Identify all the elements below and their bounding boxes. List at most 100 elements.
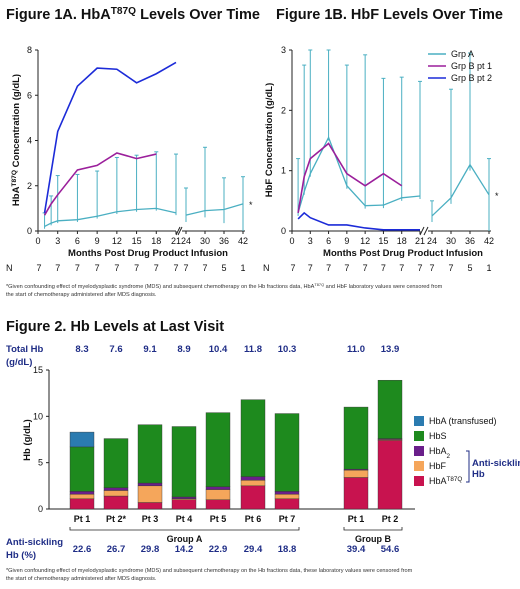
anti-sickling-unit: Hb (%): [6, 550, 36, 561]
figure-2-total-hb-value: 9.1: [143, 344, 157, 355]
figure-1b-n-value: 1: [486, 263, 491, 273]
figure-2-bar-segment: [205, 486, 231, 490]
figure-2-bar-segment: [69, 446, 95, 492]
figure-1a-n-value: 7: [95, 263, 100, 273]
figure-2-legend-bracket: [466, 450, 470, 483]
figure-1b-y-tick-label: 3: [281, 45, 286, 55]
figure-1b-y-axis-label: HbF Concentration (g/dL): [264, 83, 275, 198]
figure-2-legend-swatch: [414, 431, 424, 441]
figure-2-bar-segment: [171, 496, 197, 500]
figure-2-bar-segment: [137, 502, 163, 510]
figure-2-anti-sickling-value: 39.4: [347, 544, 366, 555]
figure-2-bar-segment: [171, 426, 197, 498]
figure-2-category-label: Pt 2: [382, 514, 399, 524]
figure-1a-n-value: 7: [154, 263, 159, 273]
figure-2-bar-segment: [240, 480, 266, 487]
figure-1a-y-tick-label: 2: [27, 181, 32, 191]
figure-1b-x-tick-label: 3: [308, 236, 313, 246]
figure-1a-y-tick-label: 0: [27, 226, 32, 236]
footnote-bottom-line-2: the start of chemotherapy administered a…: [6, 576, 157, 582]
figure-1a-n-value: 7: [183, 263, 188, 273]
figure-2-bar-segment: [343, 406, 369, 470]
figure-1a-n-value: 7: [75, 263, 80, 273]
figure-1b-n-value: 7: [363, 263, 368, 273]
figure-1a-x-tick-label: 30: [200, 236, 210, 246]
figure-2-category-label: Pt 7: [279, 514, 296, 524]
figure-1a-x-axis-label: Months Post Drug Product Infusion: [68, 248, 228, 259]
figure-1b-n-value: 7: [448, 263, 453, 273]
figure-1b-x-tick-label: 0: [289, 236, 294, 246]
footnote-top-line-1: *Given confounding effect of myelodyspla…: [6, 282, 443, 291]
figure-1a-y-tick-label: 4: [27, 136, 32, 146]
figure-1b-legend-label: Grp B pt 1: [451, 61, 492, 71]
figure-1a-n-value: 1: [240, 263, 245, 273]
figure-1b-x-tick-label: 42: [484, 236, 494, 246]
figure-1b-x-tick-label: 24: [427, 236, 437, 246]
figure-2-anti-sickling-value: 14.2: [175, 544, 194, 555]
figure-1a-n-label: N: [6, 263, 13, 273]
figure-2-category-label: Pt 1: [348, 514, 365, 524]
figure-2-bar-segment: [137, 424, 163, 484]
figure-1a-n-value: 5: [221, 263, 226, 273]
figure-1b-n-value: 7: [326, 263, 331, 273]
figure-1a-x-tick-label: 18: [151, 236, 161, 246]
figure-1a-x-tick-label: 15: [132, 236, 142, 246]
figure-1b-axis-break: [423, 226, 429, 236]
figure-2-legend-label: HbAT87Q: [429, 476, 462, 487]
figure-1a-title: Figure 1A. HbAT87Q Levels Over Time: [6, 6, 260, 24]
figure-2-group-label: Group B: [355, 534, 391, 544]
figure-2-bar-segment: [205, 412, 231, 487]
figure-1a-y-axis-label: HbAT87Q Concentration (g/dL): [11, 74, 23, 206]
figure-1b-n-value: 7: [308, 263, 313, 273]
figure-1b-title: Figure 1B. HbF Levels Over Time: [276, 7, 503, 23]
figure-1b-series-line: [297, 142, 403, 214]
figure-2-bar-segment: [240, 476, 266, 481]
figure-2-bar-segment: [343, 469, 369, 478]
figure-1b-n-label: N: [263, 263, 270, 273]
figure-2-legend-swatch: [414, 476, 424, 486]
figure-1a-series-line: [43, 152, 157, 216]
figure-1b-n-value: 7: [399, 263, 404, 273]
figure-2-bar-segment: [274, 491, 300, 495]
figure-2-bar-segment: [103, 438, 129, 488]
figure-1a-marker-asterisk: *: [249, 200, 253, 210]
figure-1b: Figure 1B. HbF Levels Over Time HbF Conc…: [263, 7, 503, 273]
figure-2-anti-sickling-value: 26.7: [107, 544, 126, 555]
figure-2-bar-segment: [103, 487, 129, 491]
figure-1a-y-tick-label: 8: [27, 45, 32, 55]
figure-2-legend-label: HbF: [429, 461, 447, 471]
figure-2-total-hb-value: 8.9: [177, 344, 190, 355]
figure-1b-axis-break: [419, 226, 425, 236]
figure-1a-x-tick-label: 42: [238, 236, 248, 246]
figure-2-y-tick-label: 0: [38, 504, 43, 514]
figure-2-category-label: Pt 3: [142, 514, 159, 524]
figure-1b-y-tick-label: 1: [281, 166, 286, 176]
figure-2-bar-segment: [274, 413, 300, 492]
figure-2-anti-sickling-value: 18.8: [278, 544, 297, 555]
figure-1a-series-line: [185, 203, 244, 216]
figure-2-category-label: Pt 1: [74, 514, 91, 524]
figure-1b-x-tick-label: 9: [344, 236, 349, 246]
figure-2-total-hb-value: 10.3: [278, 344, 297, 355]
figure-2-bar-segment: [377, 379, 403, 439]
figure-1b-series-line: [297, 135, 421, 214]
figure-2-total-hb-value: 7.6: [109, 344, 122, 355]
figure-2-legend-label: HbS: [429, 431, 447, 441]
figure-1a-x-tick-label: 6: [75, 236, 80, 246]
figure-1b-x-tick-label: 21: [415, 236, 425, 246]
figure-1a-x-tick-label: 3: [55, 236, 60, 246]
figure-1b-legend-label: Grp B pt 2: [451, 73, 492, 83]
figure-1b-n-value: 7: [381, 263, 386, 273]
figure-1b-x-tick-label: 15: [378, 236, 388, 246]
figure-1a-series-line: [44, 207, 177, 228]
figure-1b-x-tick-label: 6: [326, 236, 331, 246]
figure-1a-x-tick-label: 9: [95, 236, 100, 246]
figure-2-total-hb-value: 11.8: [244, 344, 262, 355]
figure-1b-y-tick-label: 2: [281, 105, 286, 115]
figure-2-bar-segment: [137, 485, 163, 503]
figure-2: Figure 2. Hb Levels at Last Visit Total …: [6, 319, 520, 561]
figure-2-legend-bracket-label: Hb: [472, 469, 485, 480]
figure-1b-x-tick-label: 30: [446, 236, 456, 246]
